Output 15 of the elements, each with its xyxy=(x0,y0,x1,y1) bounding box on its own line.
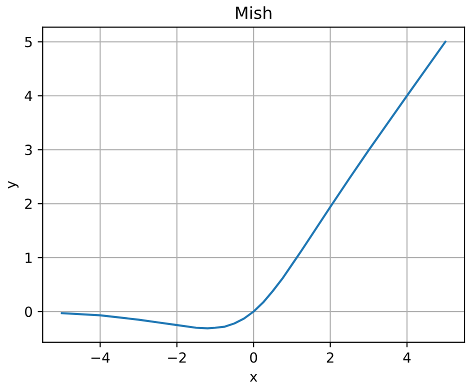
y-tick-label: 2 xyxy=(25,198,32,209)
y-tick-label: 3 xyxy=(25,144,32,156)
y-tick-label: 4 xyxy=(24,90,32,102)
x-tick-label: 0 xyxy=(250,352,258,363)
y-axis-title: y xyxy=(8,181,19,188)
x-tick-label: −4 xyxy=(91,352,110,363)
y-tick-label: 5 xyxy=(25,36,32,48)
x-tick-label: 4 xyxy=(403,352,411,363)
y-tick-label: 0 xyxy=(25,306,32,318)
x-tick-label: 2 xyxy=(326,352,334,363)
chart-title: Mish xyxy=(236,6,272,20)
x-tick-label: −2 xyxy=(168,352,186,363)
x-axis-title: x xyxy=(250,374,258,382)
y-tick-label: 1 xyxy=(26,252,32,263)
line-series xyxy=(60,40,446,330)
